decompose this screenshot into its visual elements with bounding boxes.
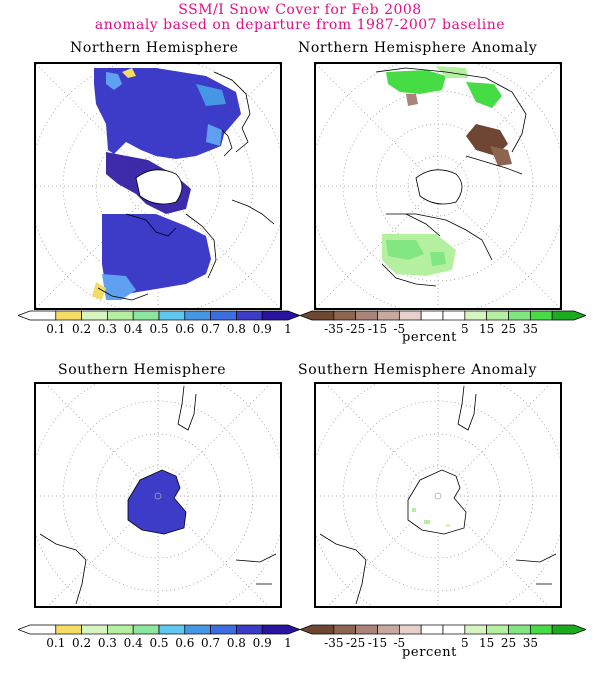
anomaly-tick-label: 15 [479,636,495,650]
cover-color-swatch [55,624,82,635]
anomaly-unit-label-top: percent [402,330,458,345]
cover-color-swatch [210,310,237,321]
anomaly-color-swatch [551,310,586,321]
anomaly-tick-label: 35 [522,636,538,650]
cover-color-swatch [158,624,186,635]
cover-tick-label: 0.8 [226,636,246,650]
cover-tick-label: 0.1 [46,322,66,336]
cover-color-swatch [18,310,57,321]
cover-color-swatch [236,624,263,635]
cover-tick-label: 0.2 [72,322,92,336]
map-sh-snow-cover [34,382,282,608]
anomaly-color-swatch [442,310,466,321]
cover-color-swatch [107,624,134,635]
anomaly-color-swatch [377,310,400,321]
anomaly-color-swatch [551,624,586,635]
anomaly-tick-label: 25 [500,636,517,650]
anomaly-color-swatch [442,624,466,635]
map-nh-anomaly [314,62,562,310]
anomaly-tick-label: 5 [461,322,469,336]
anomaly-tick-label: -25 [345,322,366,336]
cover-tick-label: 0.5 [149,322,169,336]
cover-tick-label: 0.7 [201,322,221,336]
anomaly-color-swatch [529,624,553,635]
cover-color-swatch [261,624,300,635]
cover-tick-label: 0.9 [252,322,272,336]
figure-title: SSM/I Snow Cover for Feb 2008 [178,2,422,18]
cover-tick-label: 0.4 [123,322,143,336]
cover-color-swatch [55,310,82,321]
cover-color-swatch [184,310,211,321]
cover-tick-label: 0.1 [46,636,66,650]
cover-tick-label: 0.9 [252,636,272,650]
anomaly-color-swatch [398,310,422,321]
panel-title-sh-anomaly: Southern Hemisphere Anomaly [298,362,538,378]
cover-color-swatch [210,624,237,635]
cover-tick-label: 0.5 [149,636,169,650]
cover-colorbar-swatches [18,624,300,635]
anomaly-color-swatch [486,624,509,635]
anomaly-tick-label: 35 [522,322,538,336]
cover-tick-label: 0.3 [97,322,117,336]
anomaly-color-swatch [420,310,444,321]
map-nh-snow-cover [34,62,282,310]
anomaly-color-swatch [300,310,335,321]
anomaly-color-swatch [464,310,488,321]
anomaly-colorbar-swatches [300,310,586,321]
cover-color-swatch [18,624,57,635]
cover-tick-label: 0.4 [123,636,143,650]
anomaly-color-swatch [355,310,378,321]
anomaly-unit-label-bottom: percent [402,645,458,660]
anomaly-color-swatch [486,310,509,321]
anomaly-color-swatch [508,624,531,635]
anomaly-tick-label: 15 [479,322,495,336]
anomaly-color-swatch [300,624,335,635]
panel-title-sh: Southern Hemisphere [58,362,227,378]
anomaly-color-swatch [355,624,378,635]
anomaly-tick-label: -25 [345,636,366,650]
anomaly-tick-label: -5 [393,322,406,336]
anomaly-tick-label: -15 [367,322,388,336]
cover-color-swatch [107,310,134,321]
anomaly-colorbar-swatches [300,624,586,635]
cover-colorbar-swatches [18,310,300,321]
cover-tick-label: 0.2 [72,636,92,650]
anomaly-color-swatch [333,624,357,635]
cover-color-swatch [184,624,211,635]
cover-color-swatch [81,624,108,635]
cover-color-swatch [132,310,160,321]
cover-tick-label: 0.3 [97,636,117,650]
cover-color-swatch [81,310,108,321]
map-sh-anomaly [314,382,562,608]
cover-tick-label: 0.7 [201,636,221,650]
anomaly-color-swatch [377,624,400,635]
anomaly-color-swatch [464,624,488,635]
cover-color-swatch [158,310,186,321]
anomaly-tick-label: -15 [367,636,388,650]
anomaly-tick-label: -35 [324,636,344,650]
anomaly-tick-label: 25 [500,322,517,336]
anomaly-color-swatch [529,310,553,321]
anomaly-color-swatch [398,624,422,635]
anomaly-tick-label: 5 [461,636,469,650]
cover-tick-label: 0.8 [226,322,246,336]
cover-color-swatch [261,310,300,321]
anomaly-color-swatch [508,310,531,321]
anomaly-color-swatch [333,310,357,321]
anomaly-tick-label: -5 [393,636,406,650]
cover-tick-label: 1 [284,322,292,336]
anomaly-tick-label: -35 [324,322,344,336]
cover-tick-label: 0.6 [175,636,195,650]
panel-title-nh-anomaly: Northern Hemisphere Anomaly [298,40,538,56]
panel-title-nh: Northern Hemisphere [70,40,239,56]
anomaly-color-swatch [420,624,444,635]
figure-subtitle: anomaly based on departure from 1987-200… [94,17,506,33]
cover-color-swatch [236,310,263,321]
cover-tick-label: 1 [284,636,292,650]
cover-tick-label: 0.6 [175,322,195,336]
cover-color-swatch [132,624,160,635]
